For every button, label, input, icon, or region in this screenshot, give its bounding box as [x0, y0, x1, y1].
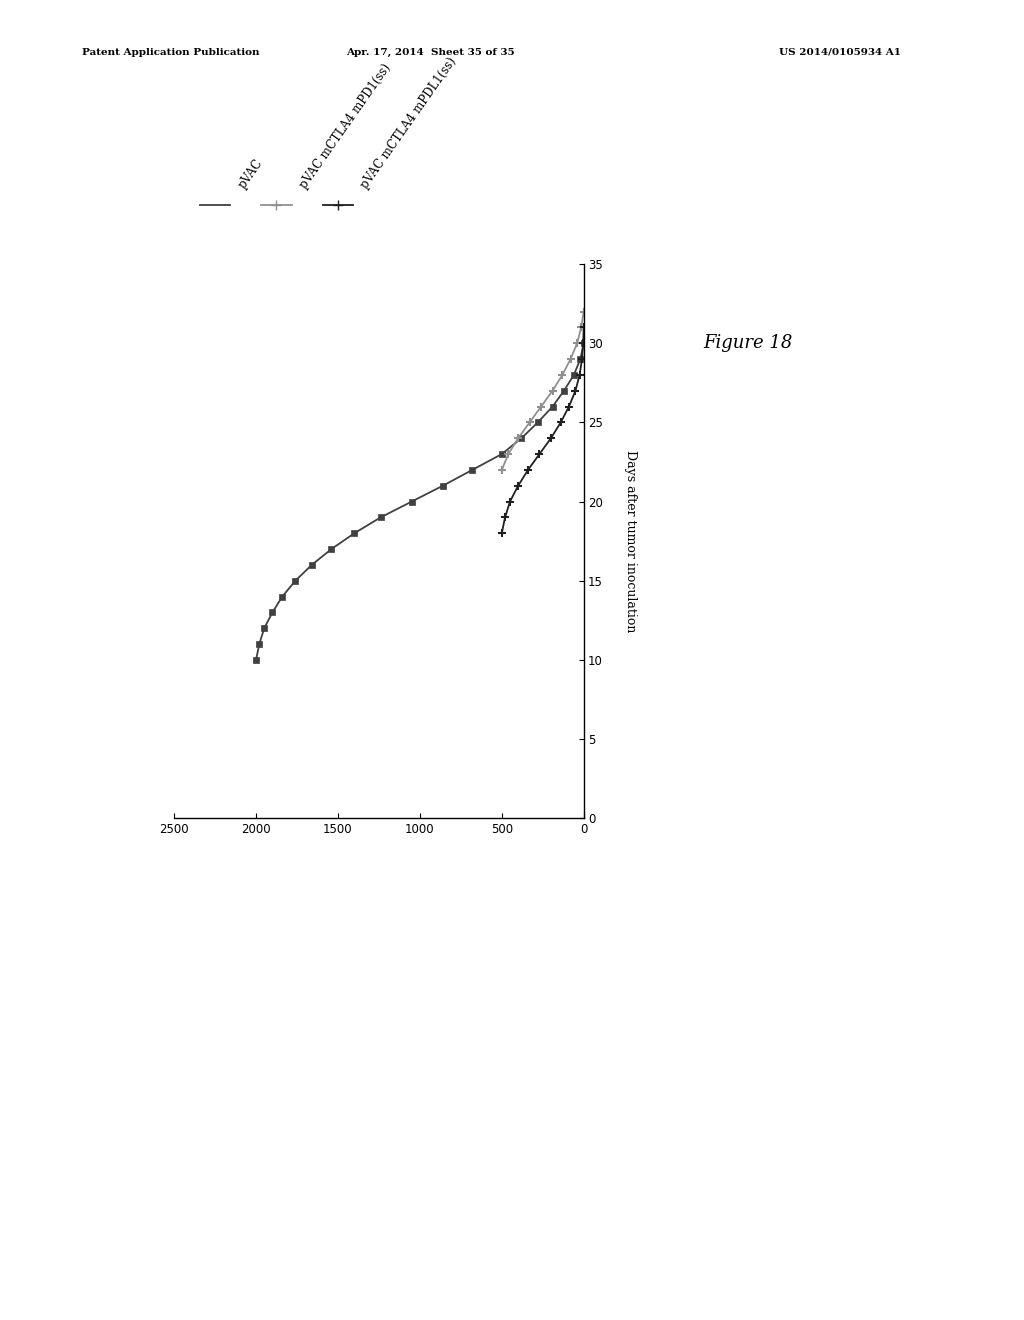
- pVAC mCTLA4 mPDL1(ss): [563, 399, 575, 414]
- pVAC: [258, 620, 270, 636]
- pVAC mCTLA4 mPD1(ss): [571, 335, 584, 351]
- pVAC: [466, 462, 478, 478]
- pVAC mCTLA4 mPD1(ss): [535, 399, 547, 414]
- pVAC mCTLA4 mPDL1(ss): [545, 430, 557, 446]
- pVAC: [574, 351, 587, 367]
- Point: [575, 795, 592, 816]
- pVAC: [250, 652, 262, 668]
- pVAC mCTLA4 mPDL1(ss): [522, 462, 535, 478]
- pVAC: [515, 430, 527, 446]
- pVAC mCTLA4 mPD1(ss): [578, 304, 590, 319]
- Line: pVAC mCTLA4 mPDL1(ss): pVAC mCTLA4 mPDL1(ss): [498, 323, 588, 537]
- pVAC mCTLA4 mPDL1(ss): [578, 335, 590, 351]
- Text: Figure 18: Figure 18: [702, 334, 793, 352]
- Text: US 2014/0105934 A1: US 2014/0105934 A1: [779, 48, 901, 57]
- pVAC: [305, 557, 317, 573]
- pVAC mCTLA4 mPDL1(ss): [578, 319, 590, 335]
- pVAC mCTLA4 mPD1(ss): [523, 414, 536, 430]
- Text: pVAC mCTLA4 mPD1(ss): pVAC mCTLA4 mPD1(ss): [297, 62, 393, 191]
- pVAC: [289, 573, 301, 589]
- Line: pVAC mCTLA4 mPD1(ss): pVAC mCTLA4 mPD1(ss): [498, 308, 588, 474]
- pVAC: [348, 525, 360, 541]
- pVAC: [547, 399, 559, 414]
- pVAC mCTLA4 mPDL1(ss): [569, 383, 582, 399]
- pVAC: [558, 383, 570, 399]
- pVAC mCTLA4 mPDL1(ss): [504, 494, 516, 510]
- pVAC: [496, 446, 508, 462]
- Text: Patent Application Publication: Patent Application Publication: [82, 48, 259, 57]
- Text: Apr. 17, 2014  Sheet 35 of 35: Apr. 17, 2014 Sheet 35 of 35: [346, 48, 514, 57]
- pVAC: [436, 478, 449, 494]
- pVAC: [578, 335, 590, 351]
- pVAC mCTLA4 mPDL1(ss): [512, 478, 524, 494]
- pVAC mCTLA4 mPD1(ss): [502, 446, 514, 462]
- Text: pVAC mCTLA4 mPDL1(ss): pVAC mCTLA4 mPDL1(ss): [358, 55, 459, 191]
- pVAC: [406, 494, 418, 510]
- pVAC mCTLA4 mPDL1(ss): [496, 525, 508, 541]
- Text: pVAC: pVAC: [236, 157, 265, 191]
- pVAC mCTLA4 mPD1(ss): [512, 430, 524, 446]
- pVAC mCTLA4 mPDL1(ss): [573, 367, 586, 383]
- Y-axis label: Days after tumor inoculation: Days after tumor inoculation: [624, 450, 637, 632]
- pVAC: [326, 541, 338, 557]
- pVAC: [375, 510, 387, 525]
- pVAC mCTLA4 mPD1(ss): [575, 319, 588, 335]
- pVAC mCTLA4 mPD1(ss): [547, 383, 559, 399]
- pVAC: [531, 414, 544, 430]
- pVAC mCTLA4 mPDL1(ss): [555, 414, 567, 430]
- pVAC mCTLA4 mPDL1(ss): [575, 351, 588, 367]
- pVAC mCTLA4 mPDL1(ss): [499, 510, 511, 525]
- pVAC mCTLA4 mPDL1(ss): [534, 446, 546, 462]
- pVAC: [276, 589, 289, 605]
- Line: pVAC: pVAC: [253, 341, 587, 663]
- pVAC mCTLA4 mPD1(ss): [496, 462, 508, 478]
- pVAC mCTLA4 mPD1(ss): [564, 351, 577, 367]
- pVAC mCTLA4 mPD1(ss): [556, 367, 568, 383]
- pVAC: [253, 636, 265, 652]
- pVAC: [266, 605, 279, 620]
- pVAC: [567, 367, 580, 383]
